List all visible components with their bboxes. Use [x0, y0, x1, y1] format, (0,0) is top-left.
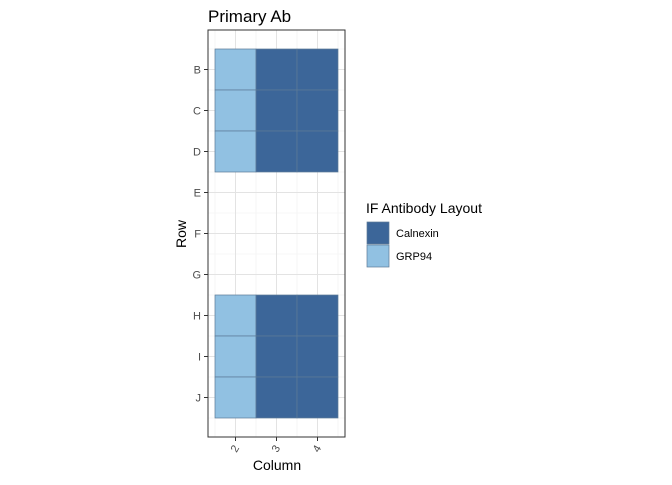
heatmap-cells	[214, 48, 339, 419]
chart-title: Primary Ab	[208, 7, 291, 26]
y-tick-label: E	[194, 188, 201, 200]
heatmap-cell	[296, 376, 339, 419]
heatmap-cell	[214, 294, 257, 337]
heatmap-cell	[296, 335, 339, 378]
y-tick-label: G	[192, 270, 201, 282]
y-tick-label: F	[194, 229, 201, 241]
x-tick-label: 4	[311, 443, 324, 454]
y-tick-label: B	[194, 65, 201, 77]
legend-label: Calnexin	[396, 228, 439, 240]
y-tick-label: D	[193, 147, 201, 159]
heatmap-cell	[296, 294, 339, 337]
legend: IF Antibody Layout Calnexin GRP94	[366, 200, 482, 268]
y-axis: B C D E F G H I J	[192, 65, 208, 405]
legend-key	[366, 221, 390, 245]
x-axis-label: Column	[253, 457, 301, 473]
heatmap-cell	[255, 335, 298, 378]
y-tick-label: C	[193, 106, 201, 118]
heatmap-cell	[214, 376, 257, 419]
heatmap-cell	[214, 335, 257, 378]
heatmap-cell	[214, 130, 257, 173]
heatmap-cell	[296, 89, 339, 132]
y-tick-label: J	[196, 393, 202, 405]
heatmap-cell	[255, 376, 298, 419]
x-tick-label: 3	[270, 443, 283, 454]
x-tick-label: 2	[229, 443, 242, 454]
heatmap-cell	[255, 130, 298, 173]
legend-title: IF Antibody Layout	[366, 200, 482, 216]
heatmap-cell	[296, 130, 339, 173]
heatmap-cell	[255, 89, 298, 132]
heatmap-cell	[255, 294, 298, 337]
heatmap-cell	[214, 89, 257, 132]
heatmap-cell	[296, 48, 339, 91]
heatmap-cell	[255, 48, 298, 91]
x-axis: 2 3 4	[229, 437, 324, 455]
y-axis-label: Row	[173, 219, 189, 248]
panel-border	[207, 29, 346, 438]
heatmap-cell	[214, 48, 257, 91]
y-tick-label: I	[198, 352, 201, 364]
legend-key	[366, 244, 390, 268]
y-tick-label: H	[193, 311, 201, 323]
legend-label: GRP94	[396, 251, 432, 263]
